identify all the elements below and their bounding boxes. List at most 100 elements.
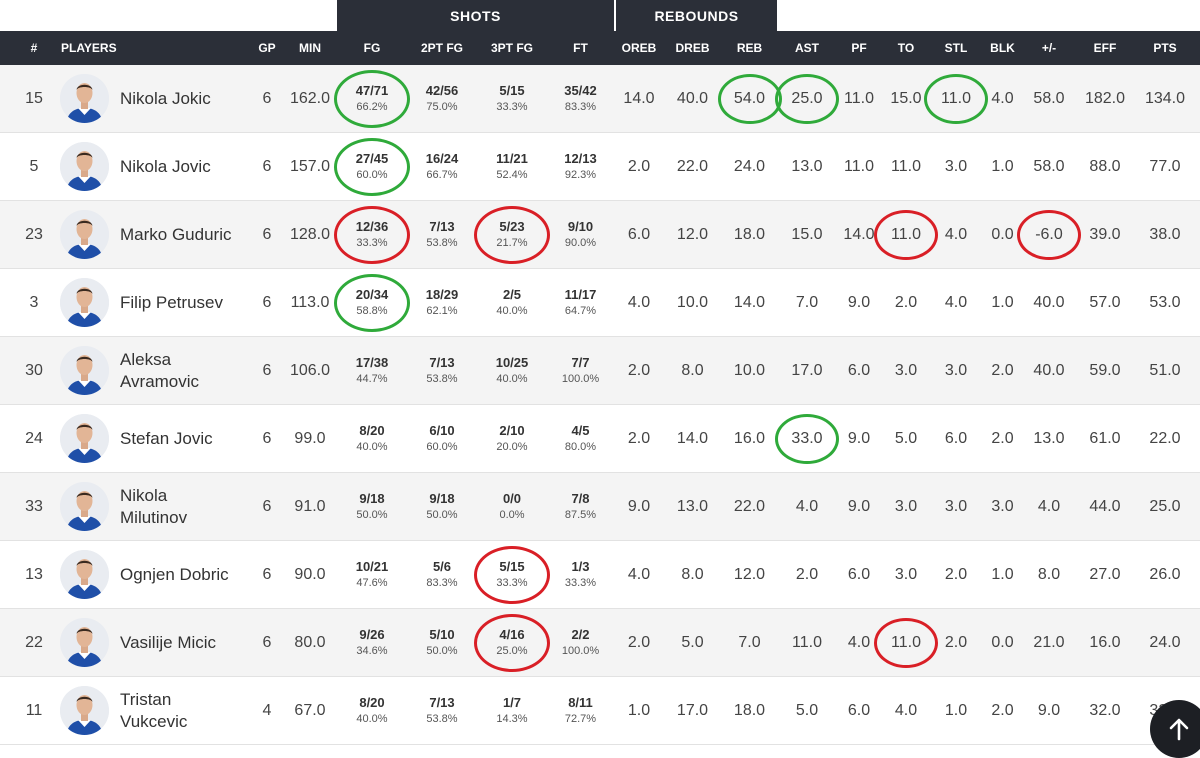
cell-eff: 27.0 bbox=[1089, 565, 1121, 583]
fg3-percentage: 20.0% bbox=[496, 441, 528, 453]
cell-pts: 134.0 bbox=[1144, 89, 1186, 107]
player-headshot-icon bbox=[60, 346, 109, 395]
ft-percentage: 33.3% bbox=[564, 577, 597, 589]
cell-ast: 7.0 bbox=[795, 293, 819, 311]
table-row[interactable]: 5 Nikola Jovic 6 157.0 27/45 60.0% 16/24 66.7% 1… bbox=[0, 133, 1200, 201]
fg2-made-attempted: 7/13 bbox=[429, 355, 455, 370]
table-row[interactable]: 30 Aleksa Avramovic 6 106.0 17/38 44.7% 7/13 53.… bbox=[0, 337, 1200, 405]
cell-pts: 38.0 bbox=[1149, 225, 1181, 243]
player-name[interactable]: Aleksa Avramovic bbox=[120, 337, 260, 404]
cell-eff: 88.0 bbox=[1089, 157, 1121, 175]
avatar[interactable] bbox=[60, 142, 109, 191]
cell-to: 2.0 bbox=[894, 293, 918, 311]
cell-fg3: 2/10 20.0% bbox=[477, 405, 547, 472]
cell-ft: 35/42 83.3% bbox=[547, 65, 614, 132]
cell-gp: 6 bbox=[262, 633, 272, 651]
column-header-dreb[interactable]: DREB bbox=[675, 41, 710, 55]
column-header-pf[interactable]: PF bbox=[851, 41, 867, 55]
player-name[interactable]: Tristan Vukcevic bbox=[120, 677, 260, 744]
column-header-gp[interactable]: GP bbox=[258, 41, 276, 55]
column-header-blk[interactable]: BLK bbox=[990, 41, 1015, 55]
cell-oreb: 4.0 bbox=[627, 293, 651, 311]
column-header-fg[interactable]: FG bbox=[363, 41, 381, 55]
cell-ft: 8/11 72.7% bbox=[547, 677, 614, 744]
cell-num: 13 bbox=[25, 565, 43, 583]
avatar[interactable] bbox=[60, 74, 109, 123]
fg2-percentage: 50.0% bbox=[426, 645, 458, 657]
fg3-percentage: 52.4% bbox=[496, 169, 528, 181]
column-header-fg3[interactable]: 3PT FG bbox=[490, 41, 533, 55]
cell-pm: 40.0 bbox=[1033, 361, 1065, 379]
column-header-stl[interactable]: STL bbox=[944, 41, 968, 55]
cell-fg2: 5/6 83.3% bbox=[407, 541, 477, 608]
cell-oreb: 6.0 bbox=[627, 225, 651, 243]
column-header-num[interactable]: # bbox=[30, 41, 38, 55]
cell-blk: 1.0 bbox=[991, 293, 1014, 311]
fg3-percentage: 40.0% bbox=[496, 373, 528, 385]
cell-reb: 22.0 bbox=[733, 497, 766, 515]
avatar[interactable] bbox=[60, 618, 109, 667]
player-name[interactable]: Nikola Jovic bbox=[120, 133, 260, 200]
player-name[interactable]: Vasilije Micic bbox=[120, 609, 260, 676]
table-row[interactable]: 23 Marko Guduric 6 128.0 12/36 33.3% 7/13 53.8%… bbox=[0, 201, 1200, 269]
fg2-percentage: 50.0% bbox=[426, 509, 458, 521]
cell-eff: 32.0 bbox=[1089, 701, 1121, 719]
cell-gp: 6 bbox=[262, 565, 272, 583]
avatar[interactable] bbox=[60, 210, 109, 259]
cell-dreb: 10.0 bbox=[676, 293, 709, 311]
column-header-reb[interactable]: REB bbox=[736, 41, 763, 55]
avatar[interactable] bbox=[60, 346, 109, 395]
avatar[interactable] bbox=[60, 550, 109, 599]
fg3-percentage: 33.3% bbox=[496, 101, 528, 113]
fg2-percentage: 60.0% bbox=[426, 441, 458, 453]
column-header-to[interactable]: TO bbox=[897, 41, 915, 55]
player-name[interactable]: Stefan Jovic bbox=[120, 405, 260, 472]
avatar[interactable] bbox=[60, 686, 109, 735]
table-row[interactable]: 33 Nikola Milutinov 6 91.0 9/18 50.0% 9/18 50.0%… bbox=[0, 473, 1200, 541]
cell-fg: 9/26 34.6% bbox=[337, 609, 407, 676]
player-name[interactable]: Nikola Jokic bbox=[120, 65, 260, 132]
column-header-eff[interactable]: EFF bbox=[1093, 41, 1117, 55]
column-header-ast[interactable]: AST bbox=[795, 41, 819, 55]
avatar[interactable] bbox=[60, 278, 109, 327]
table-row[interactable]: 11 Tristan Vukcevic 4 67.0 8/20 40.0% 7/13 53.8%… bbox=[0, 677, 1200, 745]
cell-stl: 3.0 bbox=[944, 497, 968, 515]
player-name[interactable]: Filip Petrusev bbox=[120, 269, 260, 336]
table-row[interactable]: 15 Nikola Jokic 6 162.0 47/71 66.2% 42/56 75.0%… bbox=[0, 65, 1200, 133]
column-header-ft[interactable]: FT bbox=[573, 41, 588, 55]
player-name[interactable]: Ognjen Dobric bbox=[120, 541, 260, 608]
column-header-player[interactable]: PLAYERS bbox=[61, 41, 117, 55]
cell-ast: 4.0 bbox=[795, 497, 819, 515]
cell-fg2: 6/10 60.0% bbox=[407, 405, 477, 472]
ft-percentage: 100.0% bbox=[561, 645, 600, 657]
scroll-to-top-button[interactable] bbox=[1150, 700, 1200, 758]
table-row[interactable]: 13 Ognjen Dobric 6 90.0 10/21 47.6% 5/6 83.3% 5/… bbox=[0, 541, 1200, 609]
cell-gp: 6 bbox=[262, 157, 272, 175]
cell-fg: 10/21 47.6% bbox=[337, 541, 407, 608]
column-header-pts[interactable]: PTS bbox=[1153, 41, 1177, 55]
fg-percentage: 58.8% bbox=[356, 305, 388, 317]
cell-ast: 15.0 bbox=[791, 225, 823, 243]
cell-stl: 1.0 bbox=[944, 701, 968, 719]
avatar[interactable] bbox=[60, 414, 109, 463]
table-row[interactable]: 3 Filip Petrusev 6 113.0 20/34 58.8% 18/29 62.1… bbox=[0, 269, 1200, 337]
fg-made-attempted: 9/18 bbox=[359, 491, 385, 506]
cell-gp: 6 bbox=[262, 89, 272, 107]
column-header-pm[interactable]: +/- bbox=[1041, 41, 1057, 55]
cell-to: 3.0 bbox=[894, 565, 918, 583]
column-header-oreb[interactable]: OREB bbox=[621, 41, 657, 55]
cell-fg: 27/45 60.0% bbox=[337, 133, 407, 200]
column-header-fg2[interactable]: 2PT FG bbox=[420, 41, 463, 55]
player-name-line-1: Stefan Jovic bbox=[120, 428, 213, 448]
cell-fg2: 7/13 53.8% bbox=[407, 337, 477, 404]
player-name[interactable]: Marko Guduric bbox=[120, 201, 260, 268]
cell-min: 113.0 bbox=[290, 293, 330, 311]
cell-fg3: 1/7 14.3% bbox=[477, 677, 547, 744]
player-name[interactable]: Nikola Milutinov bbox=[120, 473, 260, 540]
avatar[interactable] bbox=[60, 482, 109, 531]
table-row[interactable]: 22 Vasilije Micic 6 80.0 9/26 34.6% 5/10 50.0% 4… bbox=[0, 609, 1200, 677]
table-row[interactable]: 24 Stefan Jovic 6 99.0 8/20 40.0% 6/10 60.0% 2/1… bbox=[0, 405, 1200, 473]
cell-stl: 2.0 bbox=[944, 633, 968, 651]
column-header-min[interactable]: MIN bbox=[299, 41, 321, 55]
cell-dreb: 12.0 bbox=[676, 225, 709, 243]
